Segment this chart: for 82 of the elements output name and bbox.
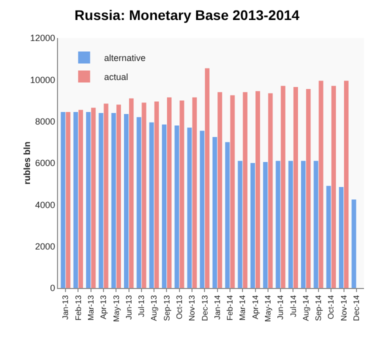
- bar: [256, 91, 260, 288]
- bar: [331, 86, 336, 288]
- bar: [104, 104, 108, 288]
- bar: [142, 102, 146, 288]
- bar: [263, 162, 268, 288]
- bar: [293, 86, 298, 288]
- x-tick-label: Jul-13: [137, 294, 146, 317]
- bar: [192, 97, 197, 288]
- x-tick-label: Jun-13: [124, 294, 134, 320]
- y-tick-label: 10000: [30, 74, 56, 85]
- bar: [352, 199, 356, 288]
- bar: [276, 160, 280, 288]
- legend-label: actual: [104, 72, 128, 82]
- bar: [238, 160, 242, 288]
- x-tick-label: Mar-14: [238, 294, 248, 321]
- x-tick-label: Apr-13: [99, 294, 108, 320]
- x-tick-label: Aug-13: [150, 294, 159, 321]
- x-tick-label: Nov-14: [339, 294, 348, 321]
- bar: [66, 112, 70, 288]
- x-tick-label: Sep-13: [162, 294, 172, 321]
- bar: [91, 108, 96, 288]
- x-tick-label: Oct-13: [174, 294, 184, 320]
- bar: [136, 117, 142, 288]
- bar: [268, 93, 273, 288]
- x-tick-label: Sep-14: [314, 294, 324, 321]
- bar: [204, 68, 210, 288]
- bar: [301, 160, 306, 288]
- chart-title: Russia: Monetary Base 2013-2014: [74, 6, 300, 23]
- y-tick-label: 4000: [35, 200, 56, 210]
- y-tick-label: 12000: [30, 33, 56, 44]
- x-tick-label: Aug-14: [301, 294, 310, 321]
- bar: [338, 186, 344, 288]
- bar: [98, 113, 104, 288]
- bar: [111, 113, 116, 288]
- x-tick-label: Jun-14: [276, 294, 286, 320]
- bar: [218, 92, 222, 288]
- x-tick-label: Dec-13: [200, 294, 210, 321]
- bar: [288, 160, 293, 288]
- bar: [314, 160, 318, 288]
- bar: [242, 92, 248, 288]
- bar: [129, 98, 134, 288]
- y-tick-label: 6000: [35, 158, 56, 168]
- bar: [326, 186, 331, 288]
- bar: [162, 124, 166, 288]
- bar: [116, 104, 121, 288]
- bar: [154, 102, 159, 288]
- bar: [60, 112, 66, 288]
- bar: [212, 136, 218, 288]
- bar: [86, 112, 91, 288]
- x-tick-label: Nov-13: [188, 294, 197, 321]
- x-tick-label: Jan-14: [212, 294, 222, 320]
- y-tick-label: 8000: [35, 116, 56, 126]
- x-tick-label: Feb-13: [74, 294, 83, 321]
- bar: [250, 163, 255, 288]
- y-axis-title: rubles bln: [22, 141, 32, 185]
- legend-label: alternative: [104, 53, 146, 64]
- bar: [167, 97, 172, 288]
- bar: [149, 122, 154, 288]
- x-tick-label: Oct-14: [326, 294, 336, 320]
- bar: [318, 80, 324, 288]
- bar: [187, 128, 192, 288]
- x-tick-label: Apr-14: [250, 294, 260, 320]
- y-tick-label: 0: [50, 283, 56, 294]
- bar: [230, 95, 235, 288]
- bar: [200, 130, 204, 288]
- bar: [344, 80, 349, 288]
- x-tick-label: May-14: [264, 294, 272, 322]
- x-tick-label: Jan-13: [61, 294, 70, 320]
- y-tick-label: 2000: [35, 241, 56, 252]
- x-tick-label: Mar-13: [86, 294, 96, 321]
- x-tick-label: Jul-14: [288, 294, 298, 317]
- bar: [225, 142, 230, 288]
- x-tick-label: Dec-14: [352, 294, 362, 321]
- bar: [180, 100, 184, 288]
- bar: [73, 112, 78, 288]
- bar: [306, 89, 311, 288]
- bar: [280, 86, 286, 288]
- bar: [78, 110, 84, 288]
- x-tick-label: May-13: [112, 294, 121, 322]
- bar: [124, 114, 129, 288]
- x-tick-label: Feb-14: [226, 294, 235, 321]
- bar: [174, 126, 180, 288]
